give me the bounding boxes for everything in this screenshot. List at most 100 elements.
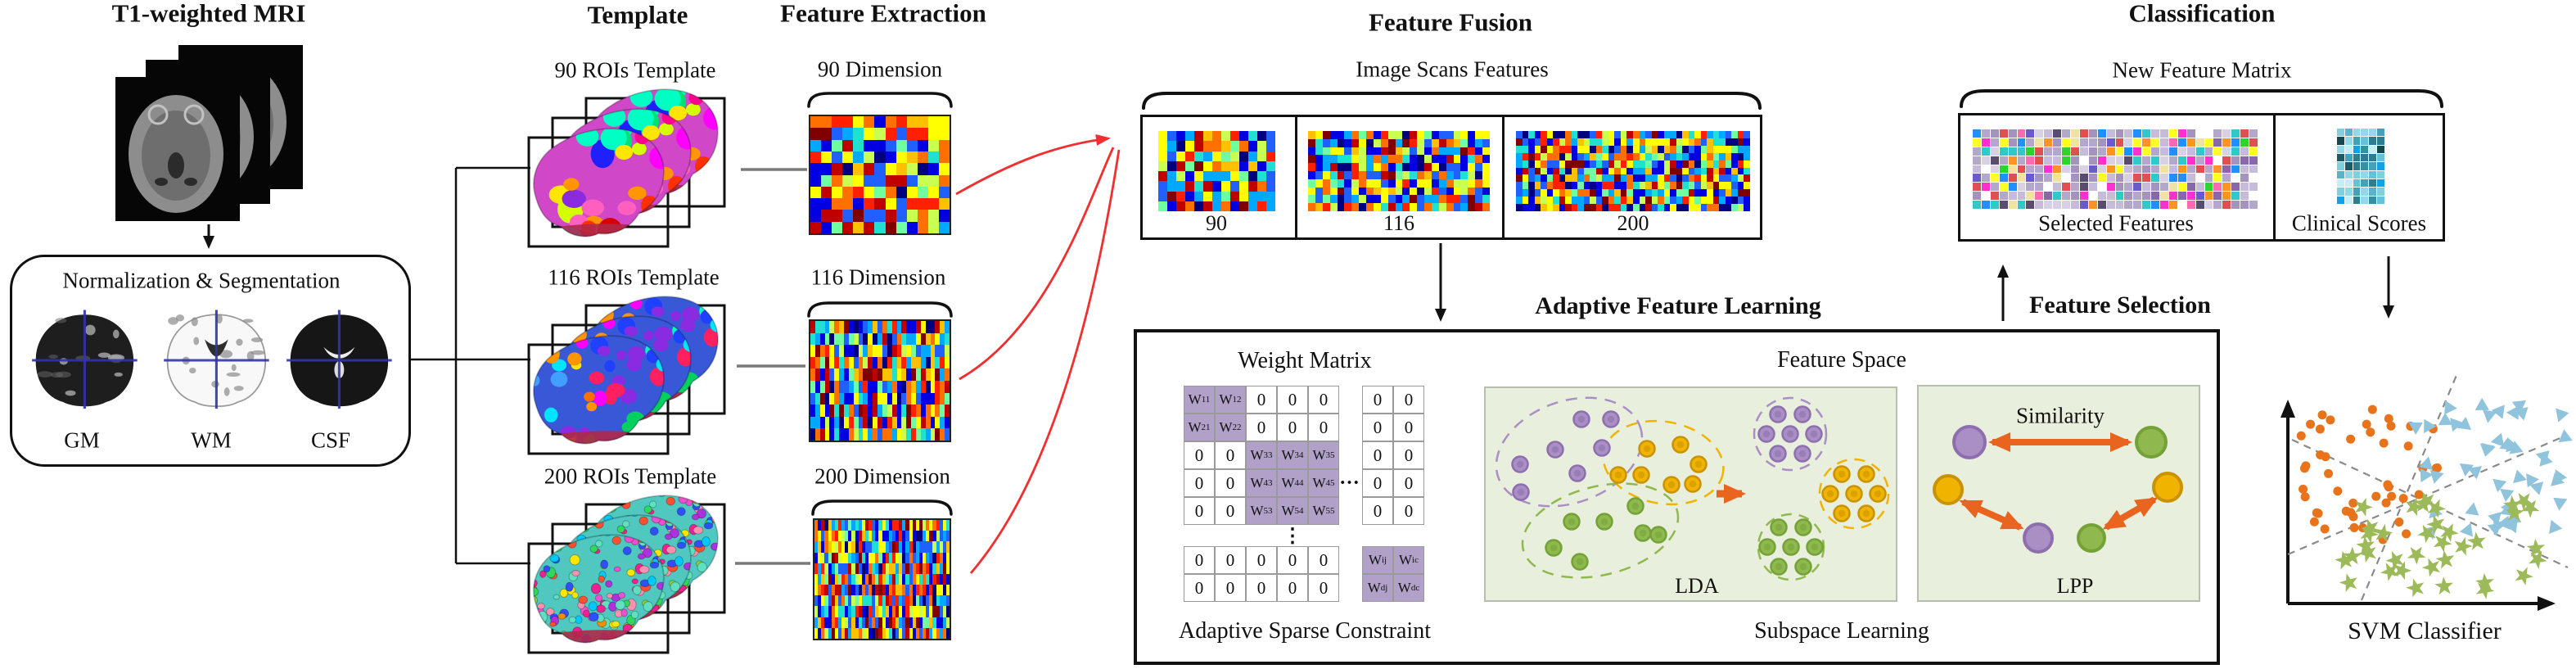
weight-matrix-cell: 0	[1393, 414, 1424, 441]
weight-matrix-cell: W 55	[1308, 497, 1339, 525]
weight-matrix-cell: 0	[1246, 574, 1277, 602]
weight-matrix-title: Weight Matrix	[1238, 348, 1372, 373]
weight-matrix-cell: W 35	[1308, 441, 1339, 469]
weight-matrix-cell: 0	[1184, 469, 1215, 497]
weight-matrix-cell: W 11	[1184, 386, 1215, 414]
weight-matrix-cell: 0	[1215, 469, 1246, 497]
weight-matrix-cell: W 12	[1215, 386, 1246, 414]
dimension-200-label: 200 Dimension	[814, 463, 950, 489]
weight-matrix-cell: 0	[1277, 414, 1308, 441]
lda-label: LDA	[1675, 574, 1719, 598]
weight-matrix-cell: 0	[1246, 386, 1277, 414]
weight-matrix-cell	[1339, 414, 1362, 441]
feature-space-label: Feature Space	[1777, 347, 1906, 373]
weight-matrix-cell	[1339, 386, 1362, 414]
weight-matrix-cell	[1339, 574, 1362, 602]
weight-matrix-cell: 0	[1308, 414, 1339, 441]
new-feature-matrix-label: New Feature Matrix	[2112, 57, 2292, 83]
template-brains	[527, 76, 731, 649]
weight-matrix-cell: 0	[1215, 546, 1246, 574]
clinical-scores-matrix	[2337, 129, 2384, 204]
weight-matrix-cell: 0	[1362, 469, 1393, 497]
selected-features-matrix	[1973, 129, 2258, 209]
weight-matrix-cell: W 34	[1277, 441, 1308, 469]
weight-matrix-cell	[1339, 525, 1362, 546]
lpp-label: LPP	[2056, 574, 2094, 598]
weight-matrix-cell: W 45	[1308, 469, 1339, 497]
svm-axes	[2281, 400, 2556, 611]
normalization-box	[10, 255, 411, 467]
weight-matrix-cell: 0	[1393, 497, 1424, 525]
adaptive-feature-learning-box	[1134, 329, 2220, 665]
weight-matrix-cell	[1362, 525, 1393, 546]
fusion-cell-116-label: 116	[1383, 211, 1415, 235]
clinical-scores-label: Clinical Scores	[2291, 210, 2427, 236]
weight-matrix-cell: 0	[1184, 546, 1215, 574]
weight-matrix-cell: 0	[1184, 574, 1215, 602]
fusion-matrix-90	[1158, 131, 1275, 211]
weight-matrix-cell	[1339, 441, 1362, 469]
weight-matrix-cell: 0	[1308, 574, 1339, 602]
new-feature-matrix-box	[1958, 113, 2445, 242]
weight-matrix-cell: W 22	[1215, 414, 1246, 441]
template-to-matrix-stubs	[735, 168, 810, 565]
weight-matrix-cell: 0	[1215, 441, 1246, 469]
weight-matrix-cell: W 54	[1277, 497, 1308, 525]
weight-matrix-cell: 0	[1184, 497, 1215, 525]
template-90-label: 90 ROIs Template	[554, 57, 716, 83]
feature-matrix-116-dimension	[809, 319, 951, 442]
weight-matrix-cell: W 53	[1246, 497, 1277, 525]
weight-matrix-cell: 0	[1362, 414, 1393, 441]
feature-matrix-200-dimension	[813, 518, 951, 640]
normalization-title: Normalization & Segmentation	[62, 268, 341, 293]
red-fusion-arrows	[955, 133, 1121, 574]
image-scans-features-label: Image Scans Features	[1356, 57, 1549, 82]
weight-matrix-cell: 0	[1184, 441, 1215, 469]
dimension-90-label: 90 Dimension	[817, 57, 943, 82]
fusion-cell-90-label: 90	[1206, 211, 1227, 235]
feature-selection-label: Feature Selection	[2029, 292, 2211, 319]
classification-header: Classification	[2128, 0, 2276, 28]
feature-matrix-90-dimension	[809, 115, 951, 235]
sparse-constraint-label: Adaptive Sparse Constraint	[1179, 618, 1431, 644]
mri-slice-stack	[115, 45, 303, 221]
weight-matrix-cell	[1339, 546, 1362, 574]
gm-label: GM	[64, 427, 100, 453]
weight-matrix-cell: W 21	[1184, 414, 1215, 441]
weight-matrix-cell: 0	[1215, 574, 1246, 602]
weight-matrix-cell	[1339, 497, 1362, 525]
weight-matrix-cell: 0	[1362, 497, 1393, 525]
lda-panel	[1484, 386, 1897, 602]
fusion-divider-2	[1502, 115, 1505, 240]
weight-matrix-cell: 0	[1393, 441, 1424, 469]
weight-matrix-cell	[1308, 525, 1339, 546]
subspace-learning-label: Subspace Learning	[1754, 618, 1929, 644]
template-116-label: 116 ROIs Template	[548, 264, 720, 290]
weight-matrix-cell	[1184, 525, 1215, 546]
classification-divider	[2273, 113, 2276, 242]
fusion-matrix-200	[1516, 131, 1750, 211]
weight-matrix-cell: 0	[1362, 441, 1393, 469]
template-frames	[527, 97, 726, 654]
weight-matrix-cell: •••	[1339, 469, 1362, 497]
weight-matrix-cell: 0	[1277, 574, 1308, 602]
weight-matrix-cell: 0	[1246, 546, 1277, 574]
svm-classifier-label: SVM Classifier	[2348, 617, 2502, 644]
svm-decision-boundaries	[2287, 373, 2569, 601]
weight-matrix-cell: 0	[1277, 386, 1308, 414]
weight-matrix-cell: 0	[1362, 386, 1393, 414]
template-200-label: 200 ROIs Template	[544, 463, 717, 489]
template-header: Template	[587, 0, 688, 29]
fusion-cell-200-label: 200	[1617, 211, 1649, 235]
dimension-116-label: 116 Dimension	[810, 264, 946, 290]
weight-matrix-cell	[1393, 525, 1424, 546]
extraction-header: Feature Extraction	[780, 0, 986, 28]
image-scans-features-box	[1140, 115, 1762, 240]
learning-header: Adaptive Feature Learning	[1535, 292, 1821, 319]
weight-matrix-cell: 0	[1393, 469, 1424, 497]
